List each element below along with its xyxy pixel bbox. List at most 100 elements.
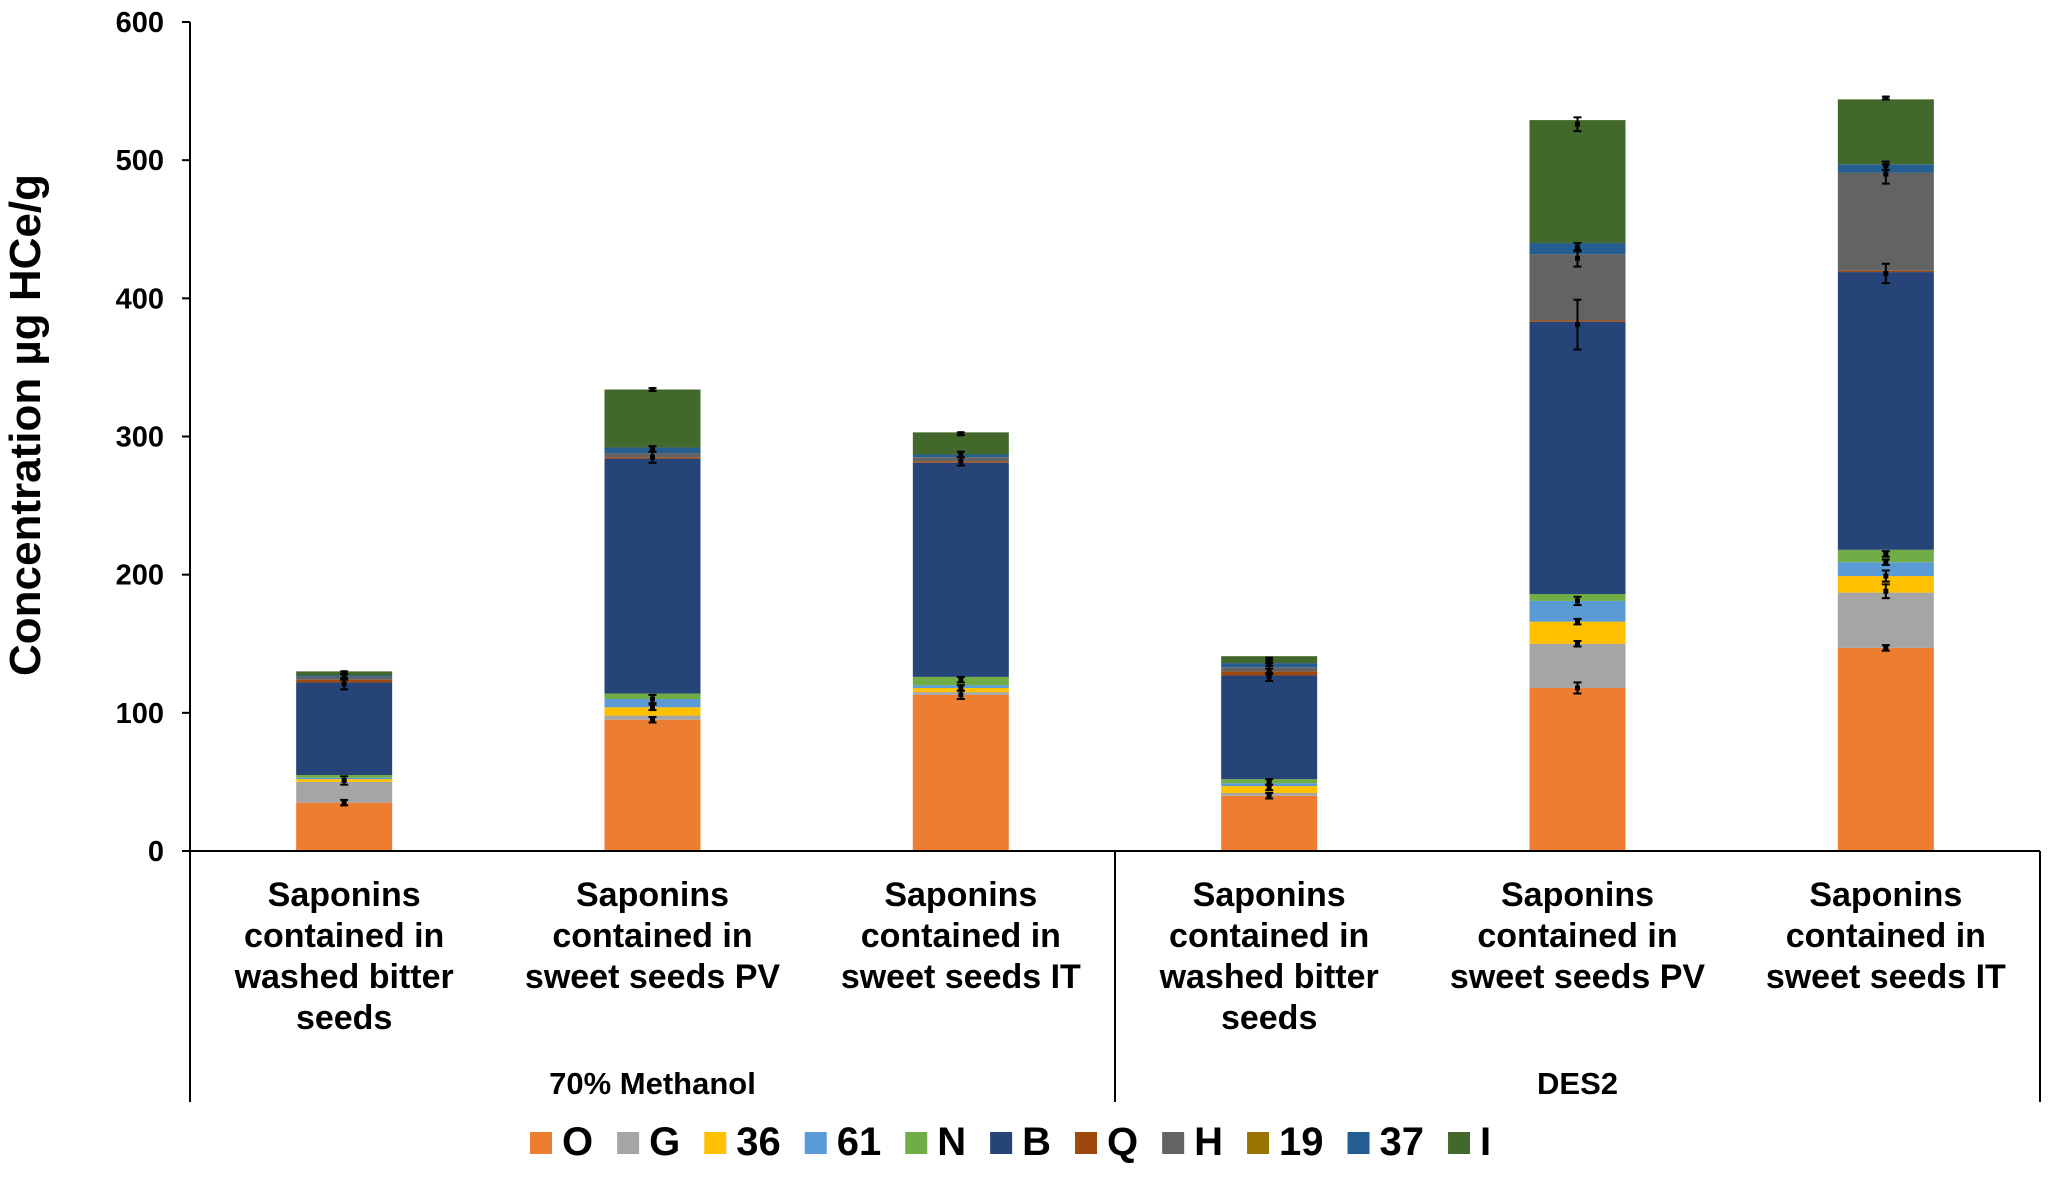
- bar-segment-G: [1529, 643, 1626, 688]
- legend-swatch: [804, 1132, 827, 1154]
- error-bar: [956, 450, 965, 459]
- legend-swatch: [1347, 1132, 1370, 1154]
- legend-item-N: N: [905, 1120, 966, 1164]
- bar-segment-O: [1529, 687, 1626, 851]
- error-bar: [1573, 595, 1582, 607]
- error-bar: [1573, 639, 1582, 648]
- legend-label: 19: [1279, 1120, 1324, 1164]
- error-bar: [1573, 116, 1582, 133]
- bar-segment-B: [604, 458, 701, 694]
- error-bar: [1265, 656, 1274, 665]
- bar-segment-I: [1529, 120, 1626, 244]
- x-category-label: Saponins contained in sweet seeds PV: [1450, 876, 1705, 996]
- bar-segment-O: [1221, 795, 1318, 851]
- error-bar: [648, 387, 657, 393]
- error-bar: [340, 798, 349, 807]
- bar-segment-B: [1221, 675, 1318, 780]
- bar-segment-H: [1837, 172, 1934, 271]
- legend-item-61: 61: [804, 1120, 882, 1164]
- error-bar: [1573, 242, 1582, 253]
- legend-label: Q: [1107, 1120, 1138, 1164]
- legend-swatch: [1247, 1132, 1270, 1154]
- y-tick-label: 200: [116, 560, 164, 592]
- bar-segment-B: [1837, 272, 1934, 550]
- error-bar: [340, 775, 349, 786]
- legend-swatch: [530, 1132, 552, 1154]
- bar-segment-I: [1837, 99, 1934, 165]
- error-bar: [648, 703, 657, 712]
- bar-segment-B: [296, 682, 393, 776]
- legend-label: N: [937, 1120, 966, 1164]
- legend-item-Q: Q: [1075, 1120, 1138, 1164]
- error-bar: [1881, 160, 1890, 171]
- error-bar: [956, 684, 965, 692]
- legend-label: I: [1480, 1120, 1491, 1164]
- legend-item-O: O: [530, 1120, 593, 1164]
- x-category-label: Saponins contained in sweet seeds IT: [841, 876, 1081, 996]
- x-category-label: Saponins contained in washed bitter seeds: [234, 876, 454, 1037]
- bar-segment-I: [912, 432, 1009, 455]
- bar-segment-61: [1837, 562, 1934, 577]
- legend: O G 36 61 N B Q H 19 37 I: [530, 1120, 1491, 1164]
- legend-label: 36: [736, 1120, 781, 1164]
- error-bar: [1881, 95, 1890, 101]
- legend-label: G: [649, 1120, 680, 1164]
- y-tick-label: 500: [116, 145, 164, 177]
- x-axis: Saponins contained in washed bitter seeds Sa…: [189, 850, 2041, 1102]
- bar-segment-O: [604, 719, 701, 851]
- error-bar: [648, 693, 657, 705]
- x-group-label: DES2: [1537, 1066, 1618, 1101]
- error-bar: [340, 670, 349, 676]
- error-bar: [1265, 791, 1274, 800]
- x-category-label: Saponins contained in sweet seeds PV: [525, 876, 780, 996]
- error-bar: [956, 431, 965, 437]
- legend-swatch: [905, 1132, 928, 1154]
- legend-label: H: [1194, 1120, 1223, 1164]
- bar-segment-B: [1529, 321, 1626, 595]
- legend-item-I: I: [1448, 1120, 1491, 1164]
- bar-segment-36: [1529, 621, 1626, 644]
- error-bar: [1881, 569, 1890, 583]
- legend-label: 61: [837, 1120, 882, 1164]
- legend-label: O: [562, 1120, 593, 1164]
- legend-item-B: B: [990, 1120, 1051, 1164]
- bar-segment-36: [604, 707, 701, 716]
- y-axis: 0 100 200 300 400 500 600: [116, 7, 191, 868]
- legend-item-G: G: [617, 1120, 680, 1164]
- legend-swatch: [1075, 1132, 1098, 1154]
- bars: [296, 99, 1934, 851]
- legend-swatch: [704, 1132, 727, 1154]
- bar-segment-O: [912, 694, 1009, 851]
- bar-segment-G: [296, 781, 393, 803]
- error-bars: [340, 95, 1890, 807]
- error-bar: [648, 715, 657, 724]
- bar-segment-O: [1837, 647, 1934, 851]
- y-tick-label: 400: [116, 283, 164, 315]
- error-bar: [1881, 550, 1890, 558]
- legend-item-H: H: [1162, 1120, 1223, 1164]
- bar-segment-I: [604, 389, 701, 448]
- error-bar: [648, 445, 657, 453]
- legend-label: B: [1022, 1120, 1051, 1164]
- legend-item-37: 37: [1347, 1120, 1425, 1164]
- legend-item-36: 36: [704, 1120, 781, 1164]
- error-bar: [956, 675, 965, 684]
- error-bar: [1881, 262, 1890, 285]
- legend-label: 37: [1380, 1120, 1425, 1164]
- bar-segment-G: [1837, 592, 1934, 648]
- legend-swatch: [617, 1132, 640, 1154]
- error-bar: [1573, 298, 1582, 351]
- bar-segment-O: [296, 802, 393, 851]
- x-category-label: Saponins contained in washed bitter seeds: [1159, 876, 1379, 1037]
- legend-swatch: [1448, 1132, 1471, 1154]
- error-bar: [1573, 681, 1582, 695]
- legend-swatch: [1162, 1132, 1185, 1154]
- y-tick-label: 0: [148, 836, 164, 868]
- y-tick-label: 100: [116, 698, 164, 730]
- y-axis-label: Concentration µg HCe/g: [1, 174, 50, 676]
- error-bar: [1265, 778, 1274, 786]
- bar-segment-61: [1529, 600, 1626, 622]
- x-category-label: Saponins contained in sweet seeds IT: [1766, 876, 2006, 996]
- legend-swatch: [990, 1132, 1013, 1154]
